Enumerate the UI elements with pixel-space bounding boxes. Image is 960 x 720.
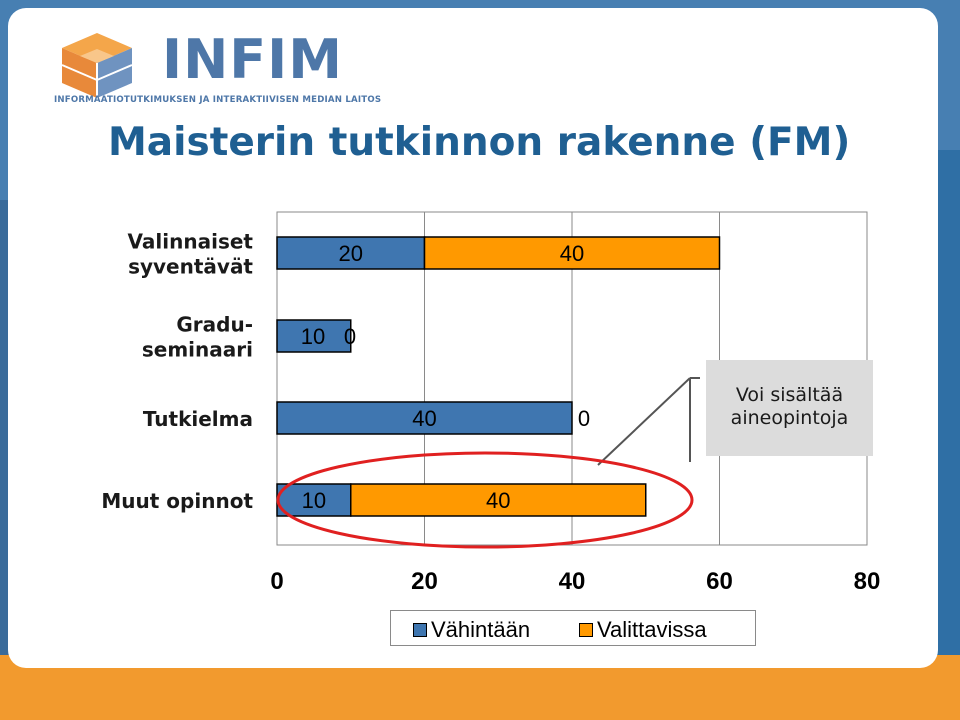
highlight-ellipse bbox=[276, 451, 694, 549]
x-axis-ticks: 0 20 40 60 80 bbox=[270, 568, 880, 595]
category-label: Tutkielma bbox=[143, 407, 253, 431]
bars: 20 40 10 0 40 0 10 40 bbox=[276, 236, 721, 517]
brand-subtitle: INFORMAATIOTUTKIMUKSEN JA INTERAKTIIVISE… bbox=[54, 95, 382, 105]
data-label: 10 bbox=[301, 324, 325, 349]
callout-line-1: Voi sisältää bbox=[735, 384, 844, 406]
category-label: Valinnaiset bbox=[128, 230, 254, 254]
legend-swatch-opt bbox=[579, 623, 593, 637]
callout-line-2: aineopintoja bbox=[730, 407, 849, 429]
data-label: 40 bbox=[412, 406, 436, 431]
data-label: 10 bbox=[302, 488, 326, 513]
category-label: Gradu- bbox=[176, 313, 253, 337]
callout-box: Voi sisältää aineopintoja bbox=[706, 360, 873, 456]
bar-opt bbox=[350, 483, 647, 517]
bar-min bbox=[276, 483, 352, 517]
category-label: Muut opinnot bbox=[101, 489, 253, 513]
brand-name: INFIM bbox=[162, 28, 344, 91]
x-tick-label: 0 bbox=[270, 568, 283, 595]
x-tick-label: 60 bbox=[706, 568, 733, 595]
infim-logo bbox=[61, 33, 133, 98]
data-label: 0 bbox=[578, 406, 590, 431]
bar-min bbox=[276, 319, 352, 353]
x-tick-label: 80 bbox=[854, 568, 881, 595]
slide-title: Maisterin tutkinnon rakenne (FM) bbox=[108, 120, 851, 165]
category-label: syventävät bbox=[128, 255, 253, 279]
data-label: 20 bbox=[339, 241, 363, 266]
x-tick-label: 20 bbox=[411, 568, 438, 595]
legend-label-opt: Valittavissa bbox=[597, 617, 707, 642]
callout-leader-line bbox=[597, 377, 691, 466]
bar-opt bbox=[423, 236, 721, 270]
category-label: seminaari bbox=[142, 338, 253, 362]
data-label: 40 bbox=[486, 488, 510, 513]
bar-min bbox=[276, 401, 573, 435]
x-tick-label: 40 bbox=[559, 568, 586, 595]
data-label: 0 bbox=[344, 324, 356, 349]
legend-label-min: Vähintään bbox=[431, 617, 531, 642]
legend-swatch-min bbox=[413, 623, 427, 637]
data-label: 40 bbox=[560, 241, 584, 266]
chart-legend: Vähintään Valittavissa bbox=[390, 610, 756, 646]
